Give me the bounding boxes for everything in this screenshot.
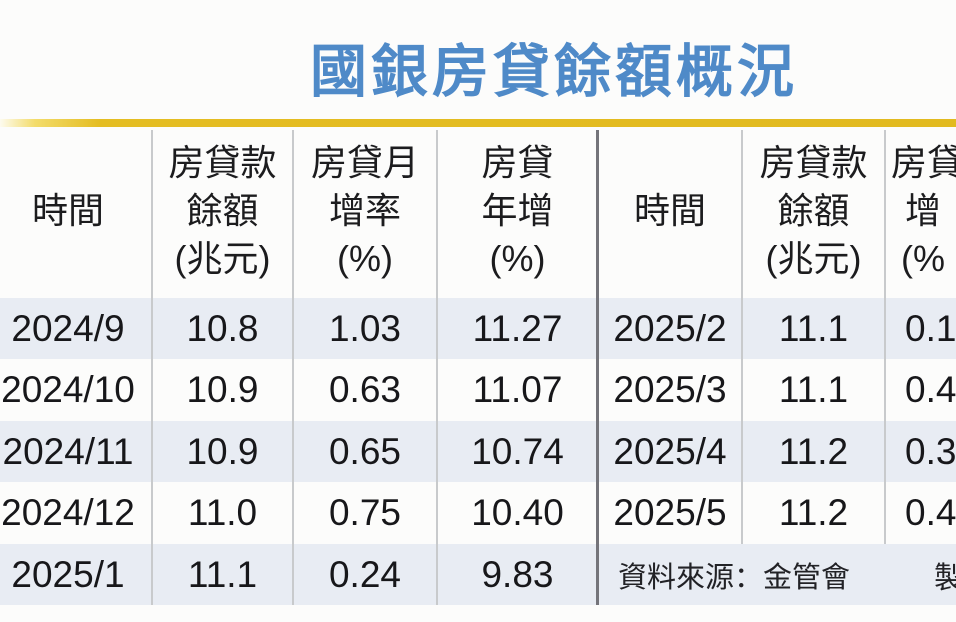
cell-year-growth: 11.27: [472, 307, 563, 349]
cell-month-rate-truncated: 0.3: [905, 430, 956, 472]
col-header-month-rate-right-truncated: 房貸: [891, 142, 956, 183]
cell-balance: 11.2: [778, 430, 849, 472]
column-divider: [436, 130, 438, 605]
cell-month-rate: 0.24: [328, 553, 401, 595]
row-stripe: [0, 298, 956, 359]
row-stripe: [0, 544, 956, 605]
cell-balance: 11.0: [187, 491, 258, 533]
cell-balance: 11.1: [778, 307, 849, 349]
column-divider: [884, 130, 886, 544]
col-header-time-left: 時間: [31, 190, 104, 231]
cell-month-rate-truncated: 0.4: [905, 368, 956, 410]
column-divider: [151, 130, 153, 605]
cell-year-growth: 11.07: [472, 368, 563, 410]
cell-time: 2024/10: [1, 368, 135, 410]
accent-bar: [0, 119, 956, 127]
cell-time: 2024/12: [1, 491, 135, 533]
cell-balance: 11.1: [187, 553, 258, 595]
source-note: 資料來源：金管會: [618, 561, 851, 594]
cell-year-growth: 10.40: [471, 491, 564, 533]
cell-month-rate: 0.63: [328, 368, 401, 410]
cell-balance: 10.8: [186, 307, 259, 349]
cell-time: 2024/11: [2, 430, 134, 472]
source-note-partial-char: 製: [934, 561, 956, 595]
cell-month-rate-truncated: 0.1: [905, 307, 956, 349]
table-split-divider: [596, 130, 599, 605]
cell-balance: 10.9: [186, 368, 259, 410]
col-header-month-rate-right-truncated: (%: [901, 238, 945, 279]
cell-time: 2025/5: [613, 491, 727, 533]
row-stripe: [0, 421, 956, 482]
cell-balance: 10.9: [186, 430, 259, 472]
column-divider: [292, 130, 294, 605]
cell-month-rate: 0.65: [328, 430, 401, 472]
col-header-month-rate-left: 房貸月 增率 (%): [310, 142, 419, 279]
col-header-balance-left: 房貸款 餘額 (兆元): [168, 142, 277, 279]
cell-year-growth: 10.74: [471, 430, 564, 472]
cell-time: 2025/4: [613, 430, 727, 472]
cell-year-growth: 9.83: [481, 553, 554, 595]
cell-time: 2025/1: [11, 553, 125, 595]
cell-balance: 11.1: [778, 368, 849, 410]
cell-balance: 11.2: [778, 491, 849, 533]
cell-month-rate: 1.03: [328, 307, 401, 349]
page-title: 國銀房貸餘額概況: [310, 40, 798, 104]
col-header-year-growth-left: 房貸 年增 (%): [481, 142, 554, 279]
cell-month-rate-truncated: 0.4: [905, 491, 956, 533]
cell-month-rate: 0.75: [328, 491, 401, 533]
col-header-month-rate-right-truncated: 增: [905, 190, 942, 231]
cell-time: 2025/3: [613, 368, 727, 410]
cell-time: 2025/2: [613, 307, 727, 349]
cell-time: 2024/9: [11, 307, 125, 349]
col-header-balance-right: 房貸款 餘額 (兆元): [759, 142, 868, 279]
col-header-time-right: 時間: [633, 190, 706, 231]
column-divider: [741, 130, 743, 544]
